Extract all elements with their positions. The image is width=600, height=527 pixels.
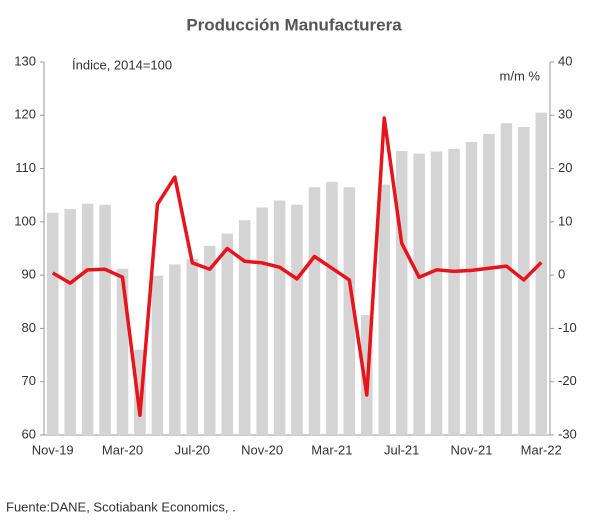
bar [134,349,146,435]
y2-tick-label: 40 [558,53,572,68]
x-tick-label: Mar-21 [311,442,352,457]
y-tick-label: 110 [15,160,36,175]
bar [343,187,356,435]
source-note: Fuente:DANE, Scotiabank Economics, . [6,499,236,514]
y-tick-label: 80 [22,320,36,335]
y2-tick-label: 0 [558,267,565,282]
bar [46,212,59,435]
x-tick-label: Nov-21 [451,442,493,457]
x-tick-label: Mar-22 [521,442,562,457]
bar [395,150,408,436]
y-tick-label: 120 [14,107,36,122]
bar [535,112,548,435]
bar [151,275,164,435]
y2-axis-label: m/m % [500,68,541,83]
y2-tick-label: -10 [558,320,577,335]
bar [221,233,233,435]
bar [99,204,111,435]
bar [256,207,268,435]
bar [378,184,390,435]
bar [204,245,216,435]
x-tick-label: Jul-21 [384,442,419,457]
bar [238,220,251,435]
bar [483,133,495,435]
y-axis-label: Índice, 2014=100 [72,57,172,72]
bar [413,153,425,435]
bar [430,151,443,435]
y-tick-label: 100 [14,213,36,228]
y2-tick-label: 30 [558,107,572,122]
bar [64,209,76,435]
bar [186,259,199,435]
x-tick-label: Nov-19 [32,442,74,457]
bar [465,141,478,435]
y2-tick-label: -20 [558,373,577,388]
x-tick-label: Mar-20 [102,442,143,457]
y-tick-label: 70 [22,373,36,388]
y-tick-label: 90 [22,267,36,282]
bar [116,268,129,435]
line [51,116,543,418]
x-tick-label: Nov-20 [241,442,283,457]
bar [500,123,513,436]
y-tick-label: 60 [22,426,36,441]
bar [169,264,181,435]
bar [308,187,321,435]
chart-title: Producción Manufacturera [186,15,402,34]
y2-tick-label: 10 [558,213,572,228]
y-tick-label: 130 [14,53,36,68]
bar [273,200,286,435]
bar [291,204,303,435]
y2-tick-label: 20 [558,160,572,175]
y2-tick-label: -30 [558,426,577,441]
bar [81,203,94,435]
bar [448,148,460,435]
x-tick-label: Jul-20 [175,442,210,457]
bar [326,181,338,435]
